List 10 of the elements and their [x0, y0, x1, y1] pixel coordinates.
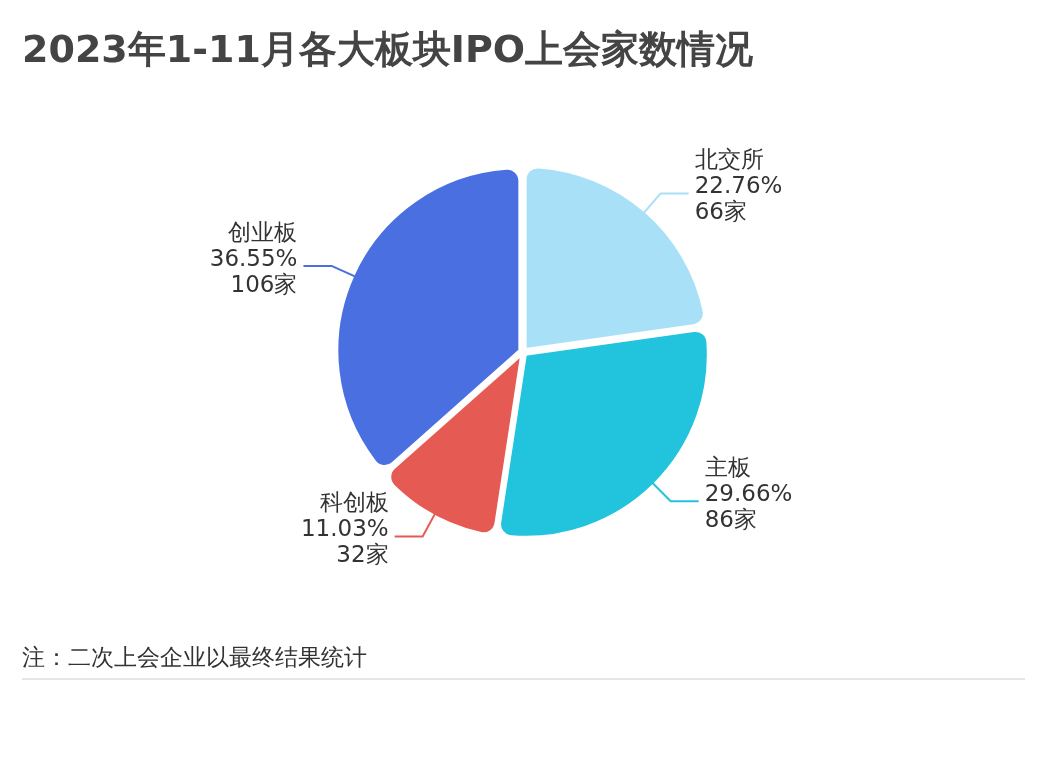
- text: 注：二次上会企业以最终结果统计: [22, 644, 367, 670]
- slice-label: 主板: [704, 454, 751, 481]
- data-label: 36.55% 106家: [209, 244, 298, 297]
- slice-label: 科创板: [319, 489, 389, 516]
- data-label: 29.66% 86家: [704, 480, 793, 533]
- slice-label: 创业板: [228, 218, 298, 245]
- chart-title: 2023年1-11月各大板块IPO上会家数情况: [22, 27, 754, 71]
- slice-label: 北交所: [694, 146, 764, 173]
- data-label: 22.76% 66家: [694, 172, 783, 225]
- data-label: 11.03% 32家: [300, 515, 389, 568]
